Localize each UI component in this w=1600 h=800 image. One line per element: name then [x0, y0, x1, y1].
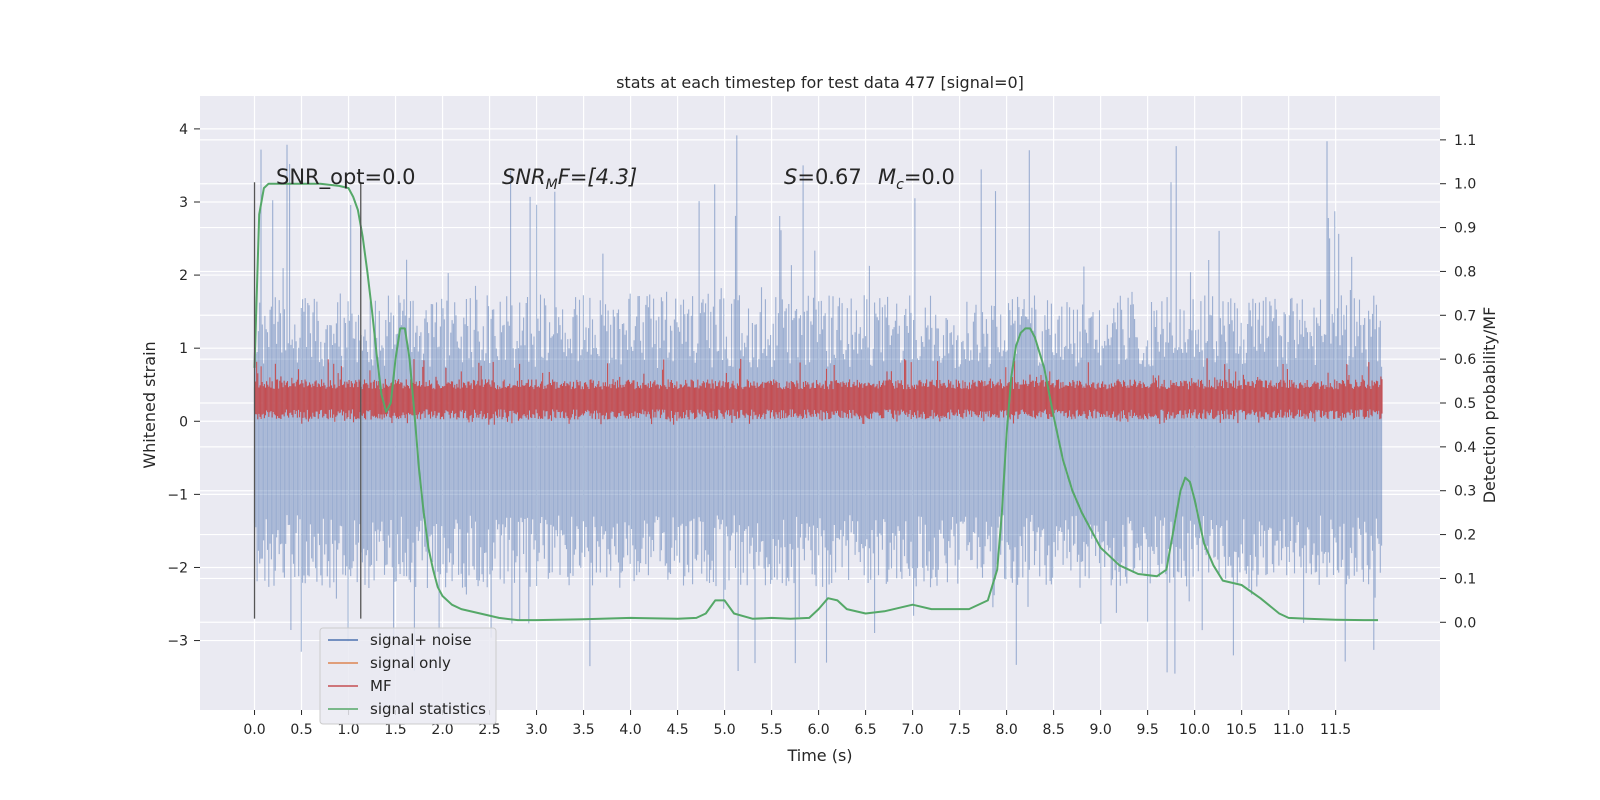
legend-box	[319, 627, 497, 725]
mc-var: M	[878, 165, 896, 189]
s-rest: =0.67	[797, 165, 861, 189]
x-tick-label: 0.5	[290, 722, 312, 738]
x-tick-label: 4.0	[619, 722, 641, 738]
x-tick-label: 1.0	[337, 722, 359, 738]
y-tick-label: 3	[179, 195, 188, 211]
x-tick-label: 3.5	[572, 722, 594, 738]
y-right-axis-ticks: 0.0 0.1 0.2 0.3 0.4 0.5 0.6 0.7 0.8 0.9 1.0 1.1	[1440, 133, 1476, 631]
x-tick-label: 3.0	[525, 722, 547, 738]
x-tick-label: 9.5	[1136, 722, 1158, 738]
y-right-tick-label: 0.7	[1454, 308, 1476, 324]
series-layer	[253, 135, 1383, 674]
x-tick-label: 8.5	[1042, 722, 1064, 738]
y-axis-label: Whitened strain	[140, 341, 159, 468]
x-axis-label: Time (s)	[786, 746, 852, 765]
snr-mf-rest: F=[4.3]	[558, 165, 637, 189]
legend-label-signal-only: signal only	[370, 654, 451, 672]
x-tick-label: 4.5	[666, 722, 688, 738]
window-markers	[253, 182, 362, 619]
x-axis-ticks: 0.0 0.5 1.0 1.5 2.0 2.5 3.0 3.5 4.0 4.5 5.0 5.5 6.0 6…	[243, 710, 1351, 738]
x-tick-label: 7.0	[901, 722, 923, 738]
series-mf	[253, 358, 1383, 425]
x-tick-label: 0.0	[243, 722, 265, 738]
y-right-tick-label: 0.0	[1454, 615, 1476, 631]
y-tick-label: −1	[167, 487, 188, 503]
legend-label-signal-noise: signal+ noise	[370, 631, 472, 649]
y-right-tick-label: 0.3	[1454, 484, 1476, 500]
x-tick-label: 9.0	[1089, 722, 1111, 738]
y-right-tick-label: 0.4	[1454, 440, 1476, 456]
y-right-tick-label: 0.9	[1454, 221, 1476, 237]
x-tick-label: 11.5	[1320, 722, 1351, 738]
x-tick-label: 6.5	[854, 722, 876, 738]
y-tick-label: 0	[179, 414, 188, 430]
x-tick-label: 5.5	[760, 722, 782, 738]
x-tick-label: 2.0	[431, 722, 453, 738]
x-tick-label: 10.0	[1179, 722, 1210, 738]
annotation-mc: Mc=0.0	[878, 165, 955, 193]
annotation-snr-mf: SNRMF=[4.3]	[502, 165, 637, 193]
y-tick-label: 1	[179, 341, 188, 357]
legend-label-mf: MF	[370, 677, 392, 695]
x-tick-label: 10.5	[1226, 722, 1257, 738]
chart-title: stats at each timestep for test data 477…	[616, 73, 1024, 92]
mc-sub: c	[896, 177, 904, 193]
x-tick-label: 2.5	[478, 722, 500, 738]
x-tick-label: 5.0	[713, 722, 735, 738]
x-tick-label: 7.5	[948, 722, 970, 738]
legend: signal+ noise signal only MF signal stat…	[319, 627, 497, 725]
y-right-tick-label: 0.8	[1454, 264, 1476, 280]
y-right-tick-label: 1.1	[1454, 133, 1476, 149]
x-tick-label: 8.0	[995, 722, 1017, 738]
y-right-tick-label: 1.0	[1454, 177, 1476, 193]
snr-mf-sub: M	[546, 177, 558, 193]
s-var: S	[784, 165, 797, 189]
y-right-tick-label: 0.6	[1454, 352, 1476, 368]
y-tick-label: 2	[179, 268, 188, 284]
y-right-axis-label: Detection probability/MF	[1480, 307, 1499, 504]
series-signal-statistics	[253, 182, 1378, 622]
annotation-snr-opt: SNR_opt=0.0	[276, 165, 416, 190]
x-tick-label: 11.0	[1273, 722, 1304, 738]
y-right-tick-label: 0.2	[1454, 528, 1476, 544]
x-tick-label: 1.5	[384, 722, 406, 738]
y-tick-label: −2	[167, 560, 188, 576]
legend-label-signal-statistics: signal statistics	[370, 700, 486, 718]
y-tick-label: 4	[179, 122, 188, 138]
y-tick-label: −3	[167, 634, 188, 650]
mc-rest: =0.0	[904, 165, 955, 189]
snr-mf-var: SNR	[502, 165, 546, 189]
x-tick-label: 6.0	[807, 722, 829, 738]
y-right-tick-label: 0.1	[1454, 571, 1476, 587]
annotation-s: S=0.67	[784, 165, 862, 189]
y-axis-ticks: −3 −2 −1 0 1 2 3 4	[167, 122, 200, 650]
y-right-tick-label: 0.5	[1454, 396, 1476, 412]
